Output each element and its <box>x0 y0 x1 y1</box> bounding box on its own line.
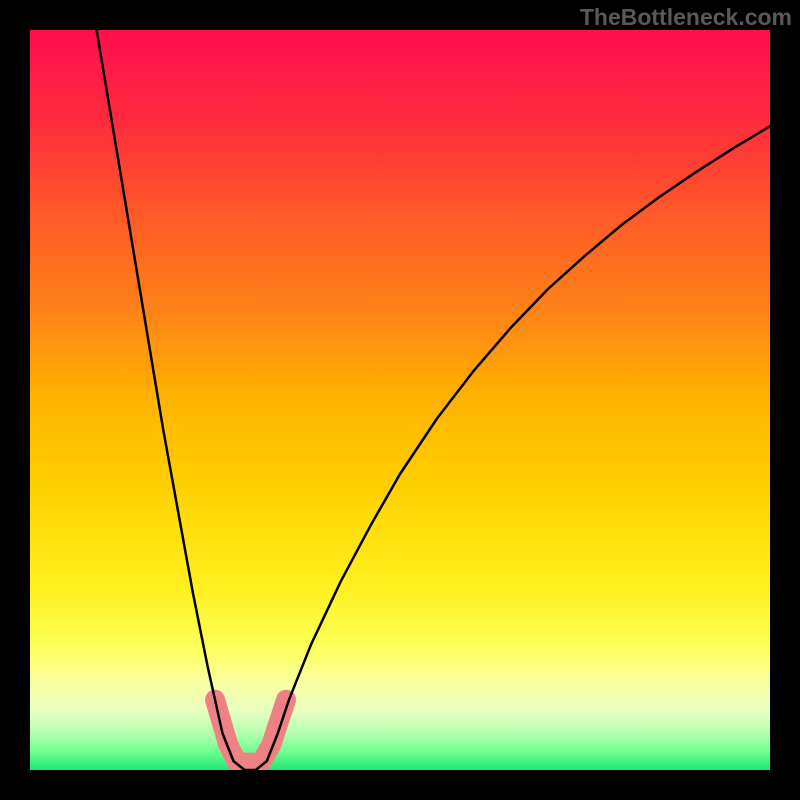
watermark-text: TheBottleneck.com <box>580 4 792 31</box>
plot-area <box>30 30 770 770</box>
bottleneck-curve-chart <box>30 30 770 770</box>
chart-container: TheBottleneck.com <box>0 0 800 800</box>
gradient-background <box>30 30 770 770</box>
